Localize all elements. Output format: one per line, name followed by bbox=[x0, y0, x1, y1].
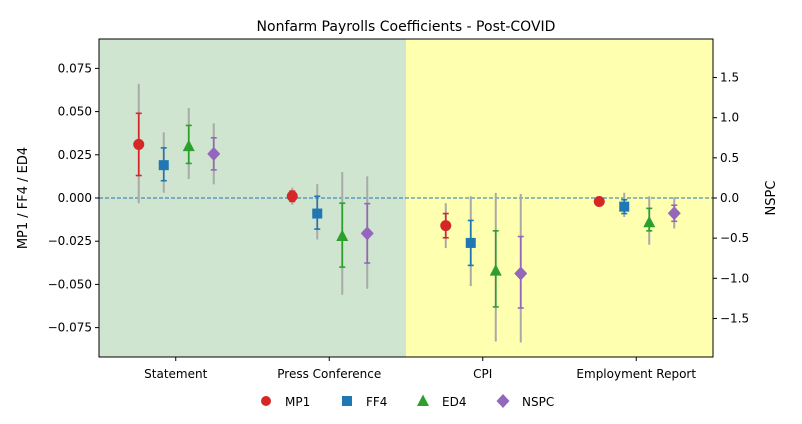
right-tick-label-1: −1.0 bbox=[720, 271, 749, 285]
ed4-point-2 bbox=[489, 264, 502, 276]
legend: MP1 FF4 ED4 NSPC bbox=[261, 394, 554, 409]
legend-marker-ed4 bbox=[417, 394, 429, 406]
x-tick-label-2: CPI bbox=[473, 367, 492, 381]
ff4-point-3 bbox=[619, 201, 630, 212]
ed4-point-3 bbox=[643, 215, 656, 228]
y-axis-label-right: NSPC bbox=[764, 181, 779, 216]
left-tick-label-4: 0.025 bbox=[58, 148, 92, 162]
right-tick-label-3: 0.0 bbox=[720, 191, 739, 205]
left-tick-label-5: 0.050 bbox=[58, 105, 92, 119]
background-region-1 bbox=[406, 39, 713, 357]
ed4-point-1 bbox=[336, 229, 349, 242]
nspc-point-2 bbox=[514, 266, 528, 281]
nspc-point-1 bbox=[360, 226, 374, 241]
mp1-point-1 bbox=[286, 190, 298, 202]
right-tick-label-6: 1.5 bbox=[720, 71, 739, 85]
right-tick-label-2: −0.5 bbox=[720, 231, 749, 245]
right-y-axis: −1.5 −1.0 −0.5 0.0 0.5 1.0 1.5 bbox=[713, 71, 749, 325]
legend-label-mp1: MP1 bbox=[285, 395, 310, 409]
right-tick-label-5: 1.0 bbox=[720, 111, 739, 125]
left-tick-label-2: −0.025 bbox=[48, 234, 92, 248]
left-tick-label-1: −0.050 bbox=[48, 277, 92, 291]
right-tick-label-4: 0.5 bbox=[720, 151, 739, 165]
mp1-point-2 bbox=[440, 220, 452, 232]
x-tick-label-1: Press Conference bbox=[277, 367, 381, 381]
legend-marker-mp1 bbox=[261, 396, 271, 406]
ff4-point-0 bbox=[158, 160, 169, 171]
left-tick-label-0: −0.075 bbox=[48, 321, 92, 335]
legend-marker-ff4 bbox=[342, 396, 352, 406]
right-tick-label-0: −1.5 bbox=[720, 311, 749, 325]
legend-label-nspc: NSPC bbox=[522, 395, 554, 409]
left-y-axis: −0.075 −0.050 −0.025 0.000 0.025 0.050 0.075 bbox=[48, 61, 99, 335]
ff4-point-2 bbox=[465, 237, 476, 248]
ed4-point-0 bbox=[182, 139, 195, 152]
legend-marker-nspc bbox=[496, 394, 510, 408]
mp1-point-3 bbox=[593, 195, 605, 207]
mp1-point-0 bbox=[133, 138, 145, 150]
legend-label-ed4: ED4 bbox=[442, 395, 466, 409]
ff4-point-1 bbox=[312, 208, 323, 219]
left-tick-label-6: 0.075 bbox=[58, 61, 92, 75]
x-tick-label-3: Employment Report bbox=[576, 367, 696, 381]
x-axis: Statement Press Conference CPI Employment R… bbox=[144, 357, 696, 381]
x-tick-label-0: Statement bbox=[144, 367, 207, 381]
markers bbox=[133, 138, 681, 281]
nspc-point-0 bbox=[207, 146, 221, 161]
y-axis-label-left: MP1 / FF4 / ED4 bbox=[16, 147, 31, 249]
chart-title: Nonfarm Payrolls Coefficients - Post-COV… bbox=[257, 19, 556, 35]
left-tick-label-3: 0.000 bbox=[58, 191, 92, 205]
legend-label-ff4: FF4 bbox=[366, 395, 387, 409]
nspc-point-3 bbox=[667, 206, 681, 221]
